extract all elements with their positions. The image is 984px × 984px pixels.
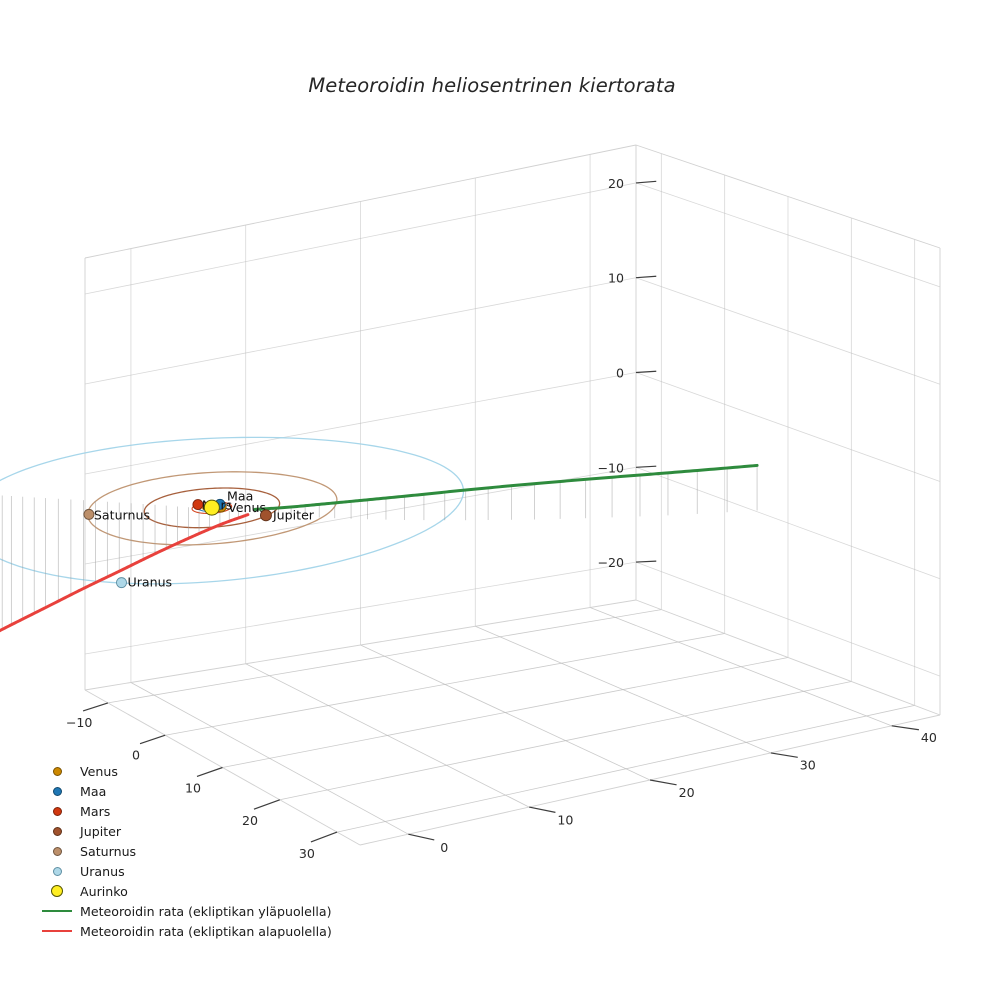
y-tick-label: 30 <box>800 757 816 772</box>
legend-marker-icon <box>50 884 64 898</box>
y-tick-label: 40 <box>921 730 937 745</box>
y-tick-label: 10 <box>557 812 573 827</box>
z-tick-label: 0 <box>616 366 624 381</box>
body-marker-aurinko <box>203 499 220 516</box>
body-marker-saturnus: Saturnus <box>83 507 150 522</box>
legend-item-meteoroidin[interactable]: Meteoroidin rata (ekliptikan alapuolella… <box>38 921 368 941</box>
legend-line-key <box>38 930 76 932</box>
x-tick-label: −10 <box>66 715 93 730</box>
legend-item-venus[interactable]: Venus <box>38 761 368 781</box>
legend-marker-key <box>38 766 76 776</box>
legend-marker-icon <box>52 806 62 816</box>
legend-item-jupiter[interactable]: Jupiter <box>38 821 368 841</box>
legend-marker-key <box>38 866 76 876</box>
x-tick-label: 20 <box>242 813 258 828</box>
legend-marker-key <box>38 826 76 836</box>
body-marker-uranus: Uranus <box>116 575 172 590</box>
z-tick-label: 10 <box>608 271 624 286</box>
z-tick-label: −10 <box>597 460 624 475</box>
legend-item-maa[interactable]: Maa <box>38 781 368 801</box>
page-title: Meteoroidin heliosentrinen kiertorata <box>308 74 676 97</box>
legend-item-label: Maa <box>80 783 107 799</box>
legend-marker-icon <box>52 846 62 856</box>
legend: Venus Maa Mars Jupiter Saturnus Uranus Aurinko… <box>38 761 368 941</box>
body-marker-jupiter: Jupiter <box>259 507 315 522</box>
legend-line-key <box>38 910 76 912</box>
legend-item-label: Saturnus <box>80 843 137 859</box>
body-label-saturnus: Saturnus <box>94 507 150 522</box>
legend-item-aurinko[interactable]: Aurinko <box>38 881 368 901</box>
legend-marker-icon <box>52 826 62 836</box>
legend-marker-key <box>38 786 76 796</box>
body-label-uranus: Uranus <box>127 575 172 590</box>
legend-line-icon <box>42 930 72 932</box>
legend-item-saturnus[interactable]: Saturnus <box>38 841 368 861</box>
x-tick-label: 10 <box>185 780 201 795</box>
legend-line-icon <box>42 910 72 912</box>
z-tick-label: 20 <box>608 176 624 191</box>
y-tick-label: 20 <box>679 785 695 800</box>
legend-marker-key <box>38 846 76 856</box>
x-tick-label: 0 <box>132 748 140 763</box>
x-tick-label: 30 <box>299 846 315 861</box>
legend-item-label: Uranus <box>80 863 125 879</box>
body-label-maa: Maa <box>227 488 253 503</box>
body-label-jupiter: Jupiter <box>272 507 315 522</box>
legend-item-label: Jupiter <box>80 823 122 839</box>
legend-item-label: Venus <box>80 763 118 779</box>
legend-item-label: Aurinko <box>80 883 128 899</box>
legend-item-label: Meteoroidin rata (ekliptikan alapuolella… <box>80 923 332 939</box>
body-label-venus: Venus <box>228 500 266 515</box>
legend-item-uranus[interactable]: Uranus <box>38 861 368 881</box>
legend-marker-key <box>38 806 76 816</box>
legend-marker-icon <box>52 866 62 876</box>
legend-item-mars[interactable]: Mars <box>38 801 368 821</box>
z-tick-label: −20 <box>597 555 624 570</box>
legend-item-label: Meteoroidin rata (ekliptikan yläpuolella… <box>80 903 332 919</box>
legend-marker-key <box>38 884 76 898</box>
legend-item-label: Mars <box>80 803 111 819</box>
legend-marker-icon <box>52 766 62 776</box>
legend-item-meteoroidin[interactable]: Meteoroidin rata (ekliptikan yläpuolella… <box>38 901 368 921</box>
y-tick-label: 0 <box>440 840 448 855</box>
legend-marker-icon <box>52 786 62 796</box>
